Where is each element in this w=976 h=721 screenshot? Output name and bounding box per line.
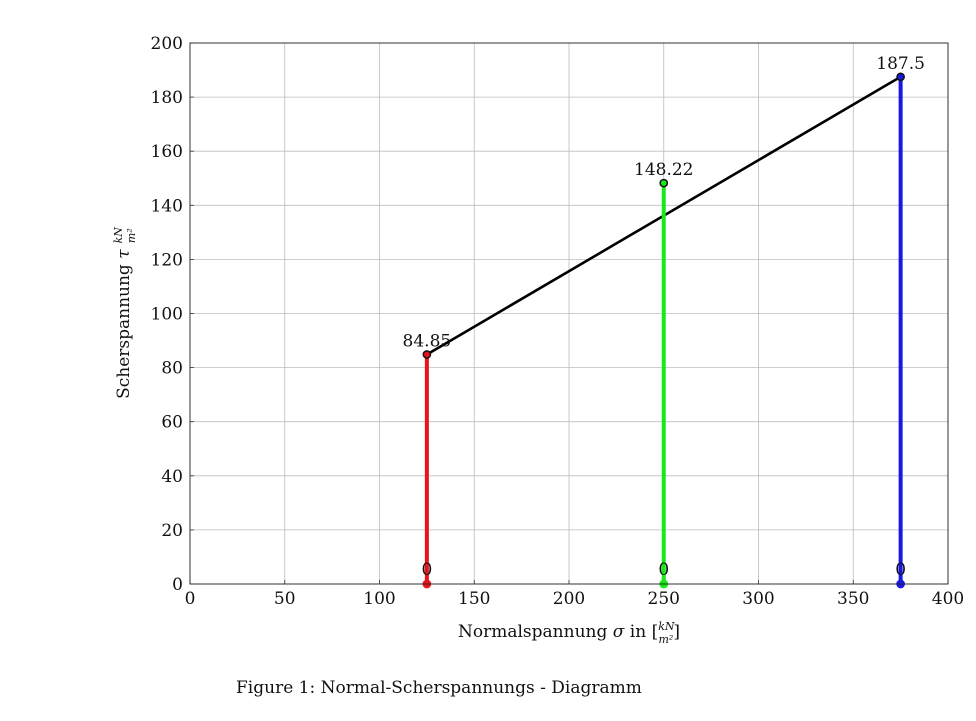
y-tick-label: 160 <box>151 142 183 162</box>
zero-label: 0 <box>658 560 669 580</box>
x-tick-label: 300 <box>742 589 774 609</box>
y-tick-label: 80 <box>161 359 183 379</box>
data-label-187.5: 187.5 <box>876 54 925 74</box>
y-tick-label: 200 <box>151 34 183 54</box>
grid <box>189 42 949 585</box>
x-tick-label: 400 <box>932 589 964 609</box>
y-tick-label: 180 <box>151 88 183 108</box>
top-point-148.22 <box>659 178 669 188</box>
zero-label: 0 <box>421 560 432 580</box>
y-tick-label: 40 <box>161 467 183 487</box>
x-tick-label: 50 <box>274 589 296 609</box>
x-tick-label: 0 <box>185 589 196 609</box>
data-label-148.22: 148.22 <box>634 160 693 180</box>
series: 84.85 0 148.22 0 187.5 0 <box>403 54 925 589</box>
data-label-84.85: 84.85 <box>403 331 452 351</box>
axis-ticks: 0 50 100 150 200 250 300 350 400 0 20 40 60 80 100 120 1… <box>151 34 965 609</box>
figure-caption: Figure 1: Normal-Scherspannungs - Diagra… <box>236 678 642 698</box>
y-tick-label: 100 <box>151 305 183 325</box>
y-tick-label: 20 <box>161 521 183 541</box>
x-tick-label: 250 <box>648 589 680 609</box>
x-tick-label: 150 <box>458 589 490 609</box>
y-axis-label: Scherspannung τkNm² <box>112 227 138 399</box>
x-axis-label: Normalspannung σ in [kN m²] <box>458 620 680 646</box>
x-tick-label: 100 <box>363 589 395 609</box>
top-point-84.85 <box>422 350 432 359</box>
y-tick-label: 60 <box>161 413 183 433</box>
top-point-187.5 <box>896 72 905 82</box>
zero-label: 0 <box>895 560 906 580</box>
x-tick-label: 350 <box>837 589 869 609</box>
plot-border <box>189 42 949 585</box>
y-tick-label: 120 <box>151 250 183 270</box>
y-tick-label: 0 <box>172 575 183 595</box>
y-tick-label: 140 <box>151 196 183 216</box>
plot-frame <box>189 42 949 585</box>
x-tick-label: 200 <box>553 589 585 609</box>
